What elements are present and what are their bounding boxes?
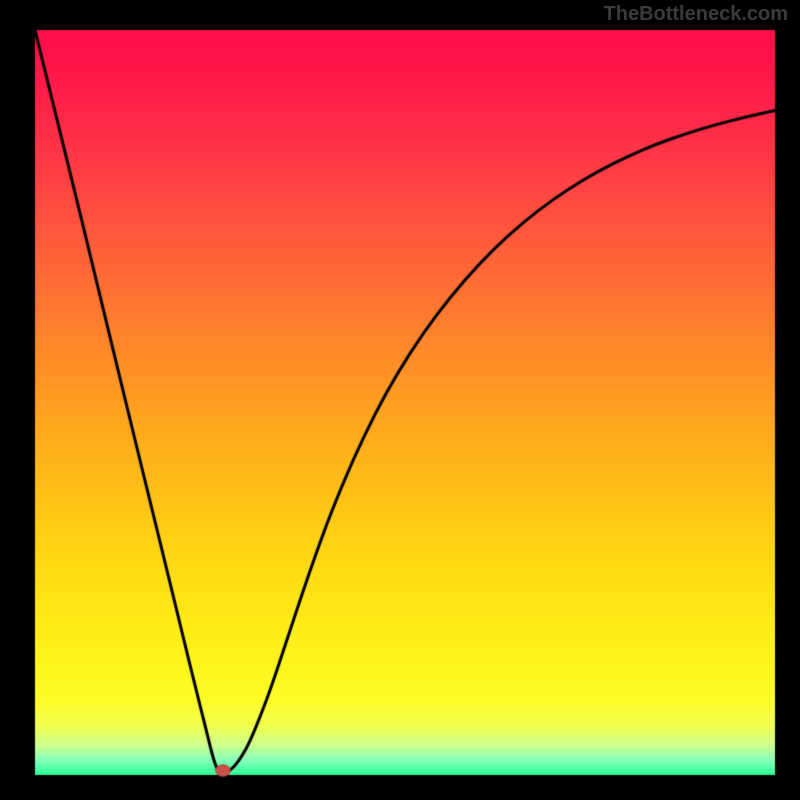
chart-container: TheBottleneck.com [0, 0, 800, 800]
attribution-label: TheBottleneck.com [604, 3, 788, 26]
bottleneck-chart [0, 0, 800, 800]
